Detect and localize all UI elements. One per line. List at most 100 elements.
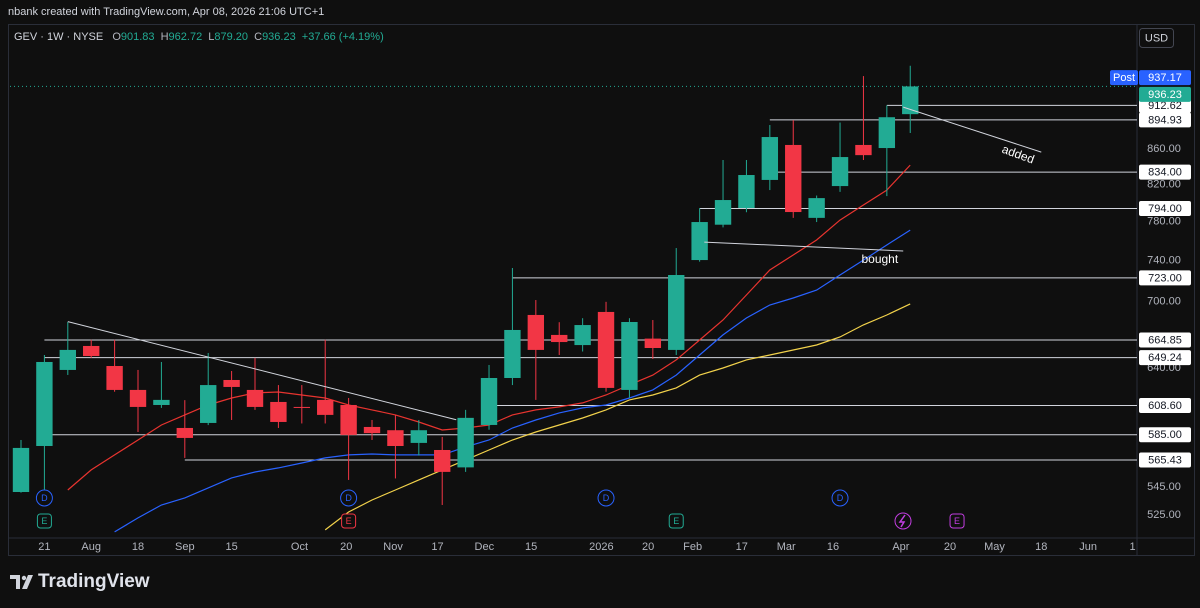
- price-tag-box: [1110, 70, 1138, 86]
- x-tick-label: 2026: [589, 541, 613, 553]
- split-event: [894, 512, 912, 530]
- attribution: nbank created with TradingView.com, Apr …: [8, 6, 324, 18]
- event-icon: [894, 512, 912, 530]
- event-label: D: [41, 493, 48, 503]
- trend-line: [903, 106, 1042, 153]
- candle-body: [668, 275, 685, 350]
- candle-body: [129, 389, 147, 407]
- price-label-box: [1139, 70, 1191, 86]
- event-marker: [36, 513, 52, 529]
- logo-mark: [10, 575, 20, 589]
- candle-body: [761, 137, 779, 180]
- moving-average: [114, 229, 911, 533]
- quote-value: 879.20: [214, 31, 248, 43]
- candle-body: [153, 399, 170, 405]
- candle-body: [808, 198, 825, 218]
- event-label: D: [345, 493, 352, 503]
- y-tick-label: 700.00: [1147, 296, 1181, 308]
- quote-value: 901.83: [121, 31, 155, 43]
- currency[interactable]: USD: [1145, 32, 1168, 44]
- x-tick-label: Apr: [892, 541, 909, 553]
- x-tick-label: 16: [827, 541, 839, 553]
- quote-key: H: [161, 31, 169, 43]
- candle-body: [785, 144, 802, 213]
- y-tick-label: 740.00: [1147, 255, 1181, 267]
- x-tick-label: 15: [225, 541, 237, 553]
- logo-mark: [22, 575, 33, 589]
- brand-logo: [10, 575, 33, 589]
- x-tick-label: 20: [944, 541, 956, 553]
- level-label-box: [1139, 200, 1191, 216]
- y-tick-label: 820.00: [1147, 179, 1181, 191]
- x-tick-label: Sep: [175, 541, 195, 553]
- x-tick-label: Aug: [81, 541, 101, 553]
- y-tick-label: 860.00: [1147, 143, 1181, 155]
- level-label: 894.93: [1148, 114, 1182, 126]
- quote-value: 962.72: [169, 31, 203, 43]
- candle-body: [574, 325, 591, 346]
- candle-body: [597, 311, 615, 388]
- candle-body: [246, 389, 264, 407]
- event-label: E: [954, 516, 960, 526]
- event-marker: [35, 489, 53, 507]
- price-label-box: [1139, 86, 1191, 102]
- event-marker: [949, 513, 965, 529]
- level-label-box: [1139, 332, 1191, 348]
- candle-body: [855, 144, 872, 156]
- y-tick-label: 545.00: [1147, 481, 1181, 493]
- symbol: GEV · 1W · NYSE: [14, 31, 103, 43]
- event-label: E: [41, 516, 47, 526]
- candle-body: [293, 406, 311, 408]
- x-tick-label: 17: [736, 541, 748, 553]
- candle-body: [644, 338, 662, 348]
- candle-body: [200, 385, 217, 423]
- x-tick-label: Oct: [291, 541, 308, 553]
- x-tick-label: May: [984, 541, 1005, 553]
- y-tick-label: 780.00: [1147, 216, 1181, 228]
- currency-button[interactable]: [1139, 28, 1174, 48]
- x-tick-label: Dec: [475, 541, 495, 553]
- candle-body: [59, 349, 76, 370]
- level-label-box: [1139, 270, 1191, 286]
- candle-body: [387, 430, 404, 446]
- brand: TradingView: [38, 571, 150, 592]
- level-label: 649.24: [1148, 352, 1182, 364]
- x-tick-label: Feb: [683, 541, 702, 553]
- candle-body: [363, 426, 381, 434]
- price-label: 937.17: [1148, 72, 1182, 84]
- y-tick-label: 640.00: [1147, 362, 1181, 374]
- x-tick-label: Mar: [777, 541, 796, 553]
- candle-body: [270, 401, 287, 422]
- event-marker: [341, 513, 357, 529]
- event-label: E: [673, 516, 679, 526]
- level-label: 794.00: [1148, 203, 1182, 215]
- x-tick-label: 18: [132, 541, 144, 553]
- quote-change: +37.66 (+4.19%): [302, 31, 384, 43]
- candle-body: [621, 321, 638, 390]
- candle-body: [83, 345, 100, 357]
- level-label: 664.85: [1148, 334, 1182, 346]
- quote-key: L: [208, 31, 214, 43]
- x-tick-label: 21: [38, 541, 50, 553]
- level-label-box: [1139, 397, 1191, 413]
- level-label: 585.00: [1148, 429, 1182, 441]
- candle-body: [317, 399, 334, 415]
- candle-body: [176, 427, 193, 438]
- x-tick-label: 20: [340, 541, 352, 553]
- level-label: 565.43: [1148, 454, 1182, 466]
- logo-mark: [21, 575, 27, 581]
- candle-body: [831, 157, 849, 187]
- event-icon-bolt: [898, 514, 906, 528]
- trend-line: [67, 321, 457, 421]
- candle-body: [106, 366, 123, 390]
- candle-body: [902, 86, 919, 115]
- x-tick-label: 15: [525, 541, 537, 553]
- level-label-box: [1139, 452, 1191, 468]
- x-tick-label: 18: [1035, 541, 1047, 553]
- candle-body: [551, 334, 568, 343]
- trend-line: [704, 241, 904, 252]
- x-tick-label: 1: [1129, 541, 1135, 553]
